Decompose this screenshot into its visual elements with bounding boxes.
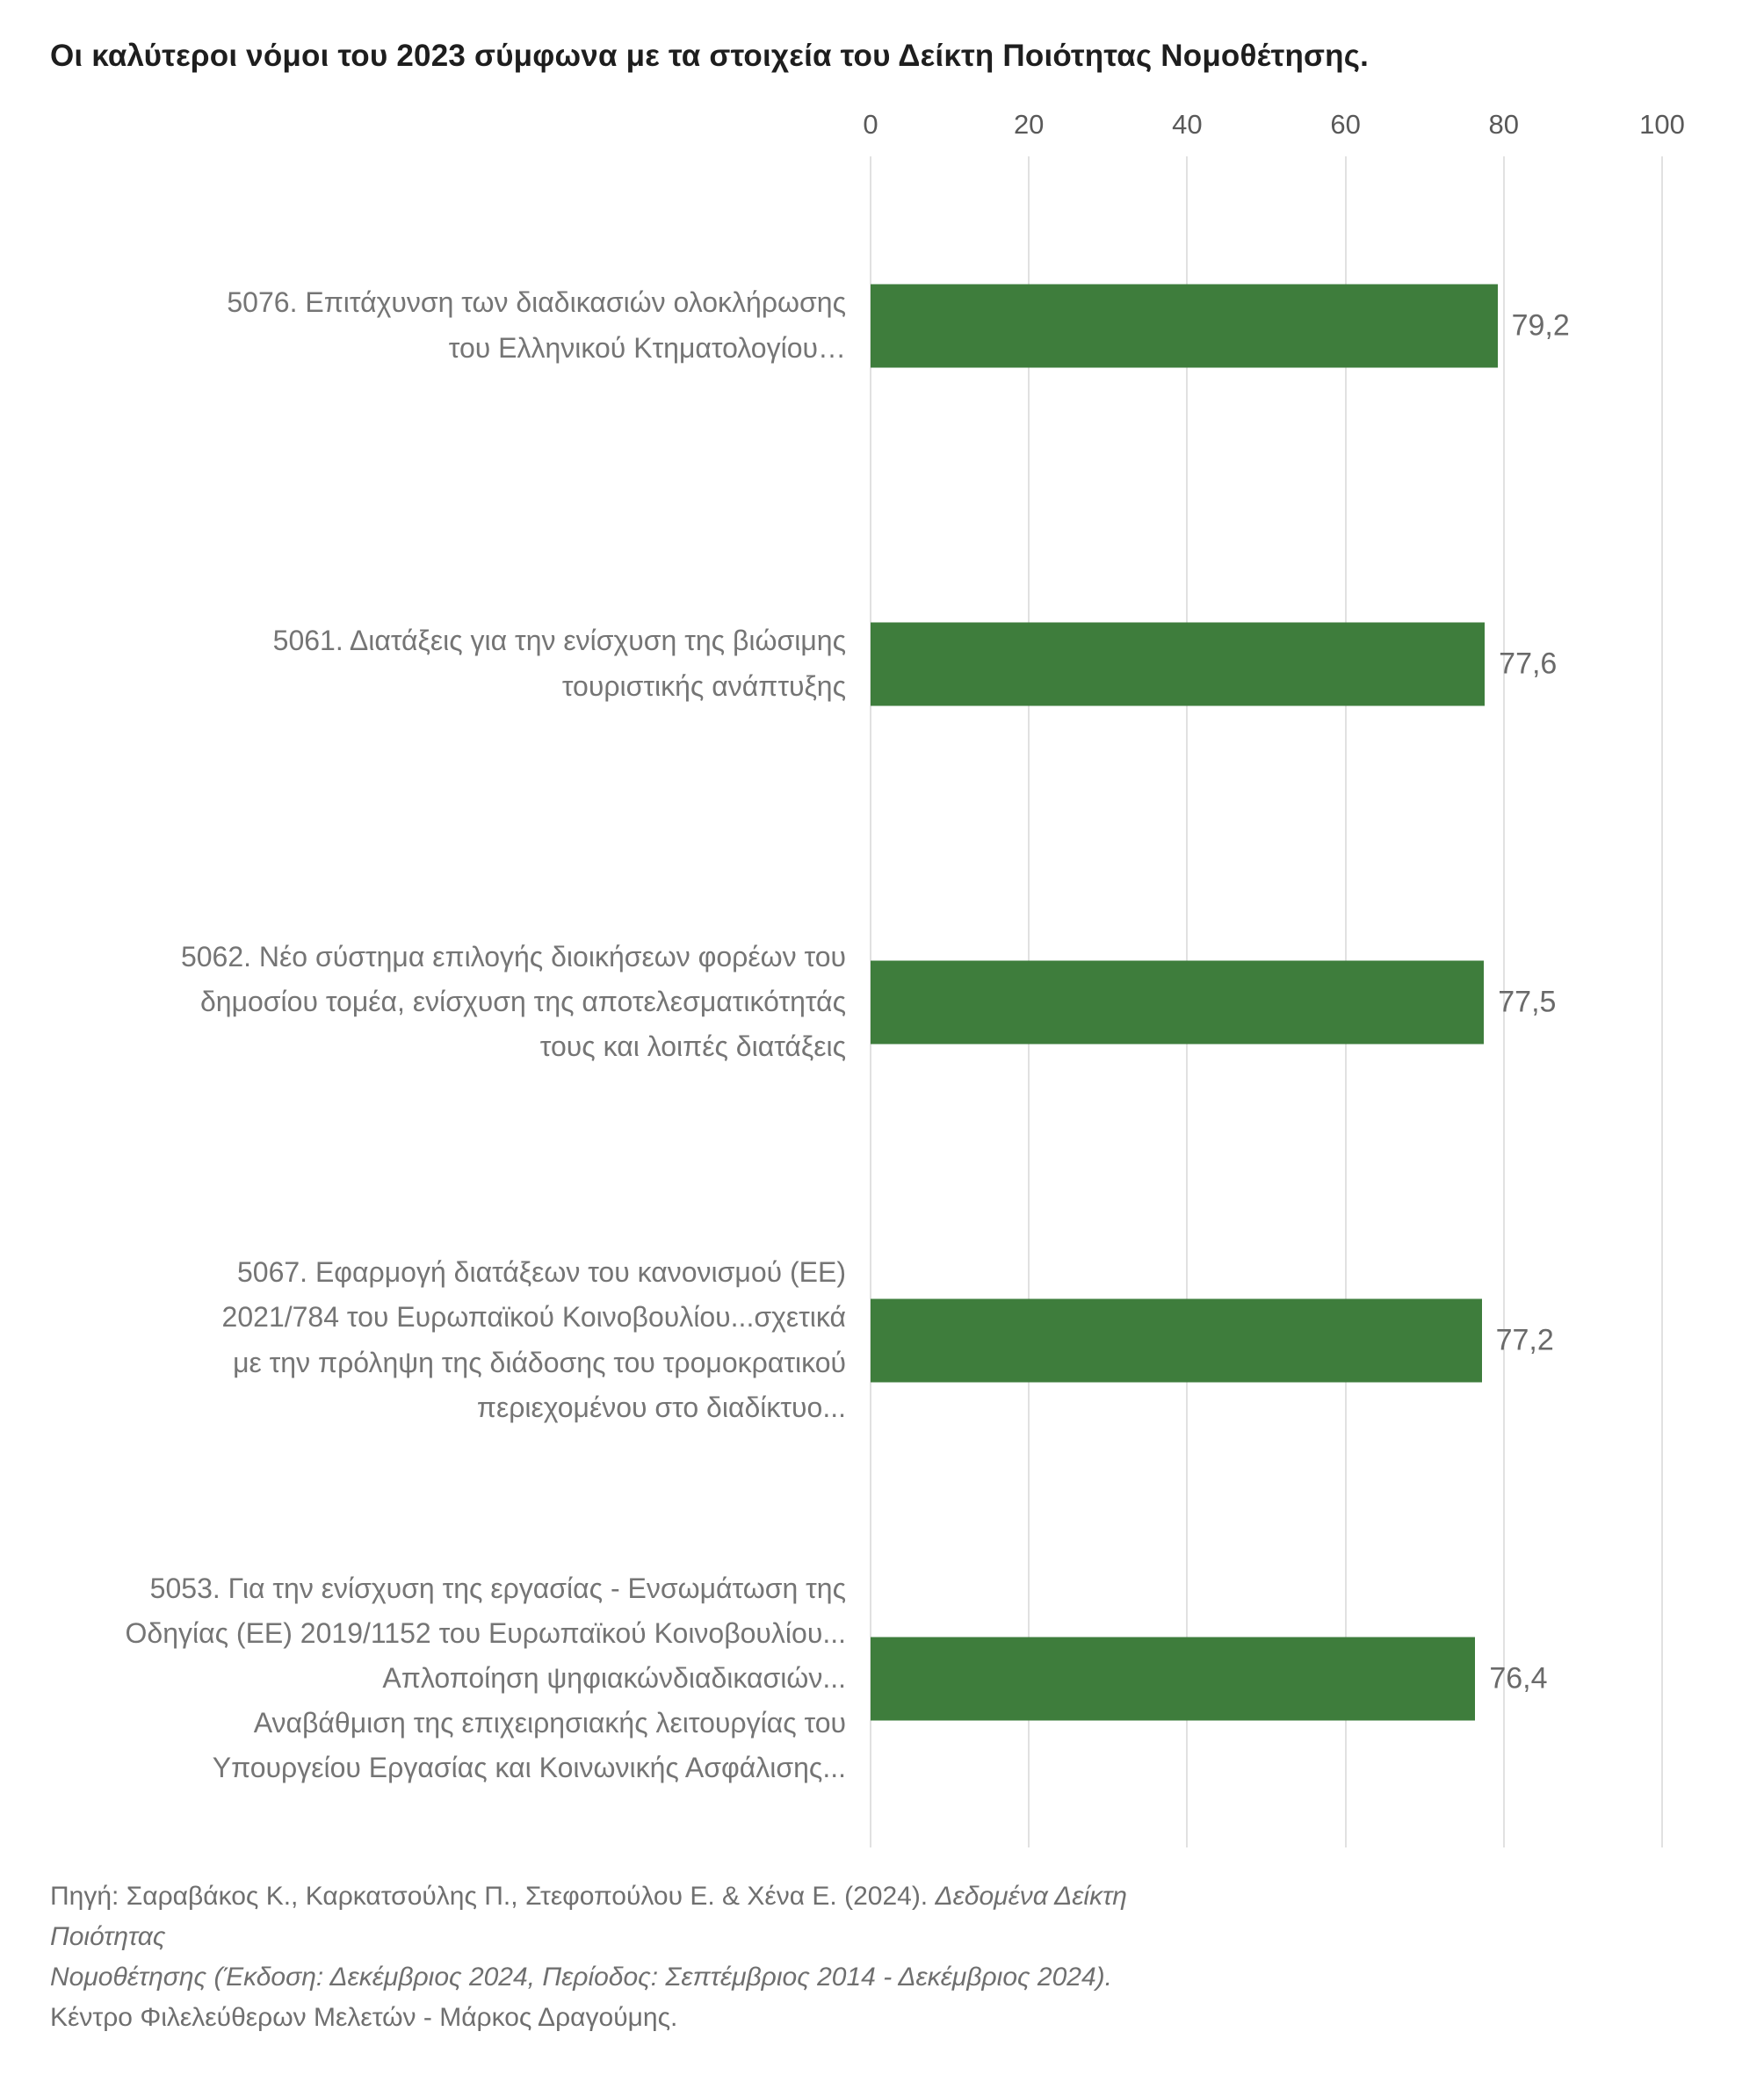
bar-value-label: 77,6 — [1499, 647, 1558, 680]
gridline-100 — [1661, 156, 1663, 1847]
category-row: 5061. Διατάξεις για την ενίσχυση της βιώ… — [50, 495, 846, 833]
x-axis-tick-0: 0 — [863, 109, 878, 140]
bar — [871, 622, 1486, 705]
category-label: 5061. Διατάξεις για την ενίσχυση της βιώ… — [272, 625, 846, 702]
category-labels-column: 5076. Επιτάχυνση των διαδικασιών ολοκλήρ… — [50, 156, 846, 1847]
source-credit: Κέντρο Φιλελεύθερων Μελετών - Μάρκος Δρα… — [50, 2002, 678, 2032]
category-label: 5053. Για την ενίσχυση της εργασίας - Εν… — [125, 1572, 846, 1784]
x-axis-tick-100: 100 — [1639, 109, 1685, 140]
source-note: Πηγή: Σαραβάκος Κ., Καρκατσούλης Π., Στε… — [50, 1876, 1175, 2038]
bar — [871, 960, 1485, 1044]
category-label: 5062. Νέο σύστημα επιλογής διοικήσεων φο… — [180, 940, 846, 1063]
x-axis: 0 20 40 60 80 100 — [863, 109, 1684, 149]
bar-row: 79,2 — [871, 156, 1662, 495]
source-dataset-title-part2: Νομοθέτησης (Έκδοση: Δεκέμβριος 2024, Πε… — [50, 1962, 1112, 1992]
bar-value-label: 77,5 — [1498, 985, 1557, 1018]
category-label: 5067. Εφαρμογή διατάξεων του κανονισμού … — [221, 1256, 846, 1423]
bar-value-label: 79,2 — [1511, 308, 1570, 342]
x-axis-tick-20: 20 — [1013, 109, 1045, 140]
category-row: 5053. Για την ενίσχυση της εργασίας - Εν… — [50, 1509, 846, 1847]
category-row: 5076. Επιτάχυνση των διαδικασιών ολοκλήρ… — [50, 156, 846, 495]
x-axis-tick-80: 80 — [1488, 109, 1520, 140]
bar-row: 76,4 — [871, 1509, 1662, 1847]
x-axis-tick-60: 60 — [1330, 109, 1361, 140]
category-label: 5076. Επιτάχυνση των διαδικασιών ολοκλήρ… — [227, 286, 846, 364]
bar-value-label: 76,4 — [1489, 1661, 1548, 1695]
bar-row: 77,5 — [871, 833, 1662, 1171]
gridline-80 — [1502, 156, 1505, 1847]
bar-row: 77,6 — [871, 495, 1662, 833]
category-row: 5062. Νέο σύστημα επιλογής διοικήσεων φο… — [50, 833, 846, 1171]
source-citation-text: Πηγή: Σαραβάκος Κ., Καρκατσούλης Π., Στε… — [50, 1882, 936, 1911]
source-line-1: Πηγή: Σαραβάκος Κ., Καρκατσούλης Π., Στε… — [50, 1876, 1175, 1957]
bar — [871, 284, 1498, 367]
bar-row: 77,2 — [871, 1171, 1662, 1509]
x-axis-tick-40: 40 — [1172, 109, 1203, 140]
category-row: 5067. Εφαρμογή διατάξεων του κανονισμού … — [50, 1171, 846, 1509]
bar-value-label: 77,2 — [1495, 1323, 1554, 1356]
chart-title: Οι καλύτεροι νόμοι του 2023 σύμφωνα με τ… — [50, 39, 1370, 73]
plot-area: 79,2 77,6 77,5 77,2 76,4 — [870, 156, 1663, 1847]
source-dataset-title-part1: Δεδομένα Δείκτη Ποιότητας — [50, 1882, 1127, 1951]
bar — [871, 1298, 1482, 1382]
bar — [871, 1637, 1476, 1720]
